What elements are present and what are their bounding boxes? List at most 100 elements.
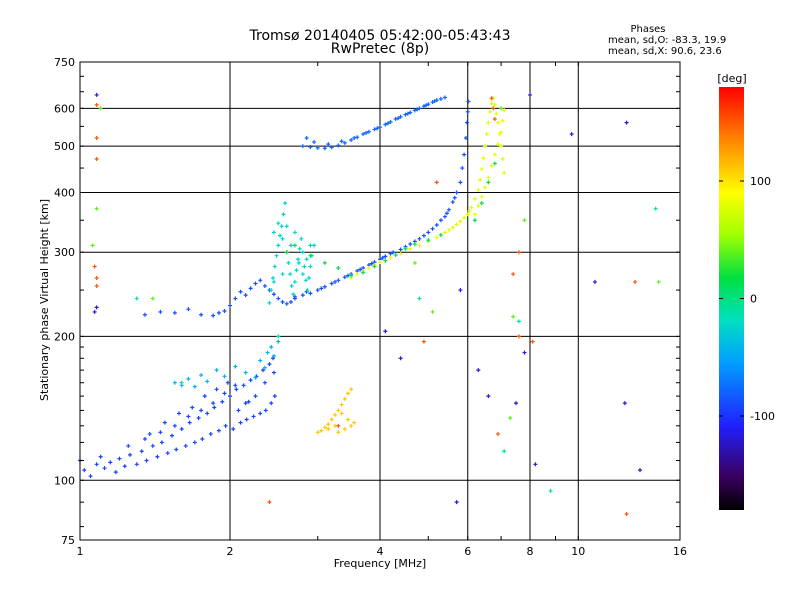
data-point — [306, 275, 311, 280]
data-point — [297, 246, 302, 251]
data-point — [155, 454, 160, 459]
data-point — [233, 383, 238, 388]
data-point — [426, 102, 431, 107]
data-point — [280, 272, 285, 277]
data-point — [261, 368, 266, 373]
data-point — [196, 415, 201, 420]
data-point — [216, 428, 221, 433]
data-point — [113, 470, 118, 475]
data-point — [476, 187, 481, 192]
data-point — [243, 370, 248, 375]
data-point — [421, 104, 426, 109]
data-point — [522, 350, 527, 355]
data-point — [303, 278, 308, 283]
data-point — [533, 462, 538, 467]
data-point — [495, 431, 500, 436]
data-point — [372, 127, 377, 132]
y-tick-label: 100 — [54, 474, 75, 487]
data-point — [225, 380, 230, 385]
data-point — [479, 194, 484, 199]
data-point — [108, 460, 113, 465]
data-point — [276, 243, 281, 248]
data-point — [243, 293, 248, 298]
data-point — [288, 272, 293, 277]
data-point — [383, 258, 388, 263]
data-point — [417, 296, 422, 301]
data-point — [465, 120, 470, 125]
data-point — [326, 422, 331, 427]
data-point — [460, 166, 465, 171]
data-point — [430, 309, 435, 314]
data-point — [434, 235, 439, 240]
data-point — [514, 401, 519, 406]
data-point — [466, 99, 471, 104]
data-point — [92, 309, 97, 314]
data-point — [94, 275, 99, 280]
x-tick-label: 4 — [377, 545, 384, 558]
data-point — [98, 454, 103, 459]
grid-lines — [80, 62, 680, 540]
data-point — [454, 222, 459, 227]
data-point — [205, 379, 210, 384]
data-point — [238, 420, 243, 425]
data-point — [329, 281, 334, 286]
y-tick-label: 200 — [54, 330, 75, 343]
data-point — [258, 278, 263, 283]
data-point — [326, 427, 331, 432]
data-point — [398, 251, 403, 256]
data-point — [502, 108, 507, 113]
data-point — [302, 264, 307, 269]
y-tick-label: 750 — [54, 56, 75, 69]
data-point — [329, 417, 334, 422]
data-point — [361, 132, 366, 137]
data-point — [231, 427, 236, 432]
data-point — [142, 436, 147, 441]
data-point — [417, 243, 422, 248]
data-point — [267, 500, 272, 505]
data-point — [349, 273, 354, 278]
data-point — [269, 401, 274, 406]
data-point — [88, 474, 93, 479]
data-point — [248, 378, 253, 383]
data-point — [267, 300, 272, 305]
data-point — [179, 380, 184, 385]
x-tick-label: 16 — [673, 545, 687, 558]
data-point — [134, 462, 139, 467]
data-point — [388, 119, 393, 124]
data-point — [366, 129, 371, 134]
data-point — [212, 405, 217, 410]
data-point — [472, 196, 477, 201]
data-point — [286, 260, 291, 265]
data-point — [186, 376, 191, 381]
data-point — [426, 238, 431, 243]
x-axis-label: Frequency [MHz] — [334, 557, 426, 570]
y-tick-label: 500 — [54, 140, 75, 153]
data-point — [375, 126, 380, 131]
data-point — [383, 329, 388, 334]
legend-line-x: mean, sd,X: 90.6, 23.6 — [608, 46, 722, 57]
data-point — [393, 253, 398, 258]
data-point — [281, 212, 286, 217]
data-point — [442, 230, 447, 235]
data-point — [408, 242, 413, 247]
data-point — [265, 350, 270, 355]
data-point — [458, 180, 463, 185]
data-point — [516, 319, 521, 324]
data-point — [165, 451, 170, 456]
chart-title: Tromsø 20140405 05:42:00-05:43:43 — [249, 28, 511, 44]
data-point — [352, 136, 357, 141]
data-point — [502, 449, 507, 454]
data-point — [516, 334, 521, 339]
data-point — [284, 301, 289, 306]
data-point — [463, 136, 468, 141]
data-point — [479, 201, 484, 206]
data-point — [280, 236, 285, 241]
data-point — [192, 440, 197, 445]
y-tick-label: 75 — [61, 534, 75, 547]
data-point — [486, 120, 491, 125]
data-point — [284, 224, 289, 229]
data-point — [144, 458, 149, 463]
y-tick-label: 400 — [54, 186, 75, 199]
data-point — [378, 260, 382, 265]
data-point — [238, 289, 243, 294]
